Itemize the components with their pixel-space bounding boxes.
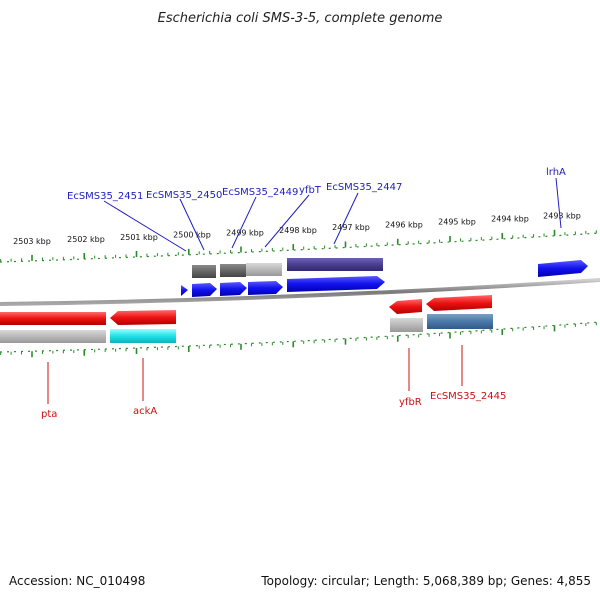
gene-arrow-forward bbox=[538, 260, 588, 277]
gene-label-ecsms35-2445: EcSMS35_2445 bbox=[430, 391, 506, 402]
genome-backbone bbox=[0, 278, 600, 306]
upper-tick-marks bbox=[0, 229, 597, 262]
gene-label-yfbt: yfbT bbox=[299, 185, 322, 196]
reverse-gene-arrows bbox=[0, 295, 492, 325]
forward-feature-blocks bbox=[192, 258, 383, 278]
gene-arrow-reverse bbox=[110, 310, 176, 325]
gene-arrow-reverse bbox=[389, 299, 422, 314]
tick-label: 2494 kbp bbox=[491, 214, 529, 223]
gene-arrow-forward bbox=[220, 282, 247, 296]
tick-label: 2498 kbp bbox=[279, 226, 317, 235]
gene-arrow-forward bbox=[287, 276, 385, 292]
label-leader-line bbox=[264, 194, 310, 248]
gene-label-ecsms35-2450: EcSMS35_2450 bbox=[146, 190, 222, 201]
reverse-feature-blocks bbox=[0, 314, 493, 343]
map-title: Escherichia coli SMS-3-5, complete genom… bbox=[158, 11, 443, 26]
forward-gene-labels: EcSMS35_2451 EcSMS35_2450 EcSMS35_2449 y… bbox=[67, 167, 566, 252]
gene-arrow-forward bbox=[181, 285, 188, 296]
label-leader-line bbox=[333, 192, 359, 245]
lower-tick-marks bbox=[0, 322, 597, 358]
tick-label: 2495 kbp bbox=[438, 218, 476, 227]
upper-tick-track bbox=[0, 232, 600, 263]
gene-label-yfbr: yfbR bbox=[399, 397, 422, 408]
accession-text: Accession: NC_010498 bbox=[9, 574, 145, 588]
gene-label-ecsms35-2449: EcSMS35_2449 bbox=[222, 187, 298, 198]
topology-text: Topology: circular; Length: 5,068,389 bp… bbox=[260, 574, 591, 588]
label-leader-line bbox=[179, 198, 205, 251]
gene-label-acka: ackA bbox=[133, 406, 157, 417]
feature-block bbox=[390, 318, 423, 332]
tick-label: 2503 kbp bbox=[13, 237, 51, 246]
tick-label: 2493 kbp bbox=[543, 211, 581, 220]
gene-arrow-forward bbox=[248, 281, 283, 295]
gene-label-lrha: lrhA bbox=[546, 167, 566, 178]
tick-label: 2496 kbp bbox=[385, 220, 423, 229]
tick-label: 2501 kbp bbox=[120, 233, 158, 242]
feature-block bbox=[0, 330, 106, 343]
gene-arrow-reverse bbox=[426, 295, 492, 311]
feature-block bbox=[110, 329, 176, 343]
tick-label: 2500 kbp bbox=[173, 231, 211, 240]
feature-block bbox=[192, 265, 216, 278]
gene-label-ecsms35-2447: EcSMS35_2447 bbox=[326, 182, 402, 193]
reverse-gene-labels: pta ackA yfbR EcSMS35_2445 bbox=[41, 345, 506, 420]
label-leader-line bbox=[231, 196, 257, 249]
forward-gene-arrows bbox=[181, 260, 588, 297]
gene-label-pta: pta bbox=[41, 409, 57, 420]
gene-label-ecsms35-2451: EcSMS35_2451 bbox=[67, 191, 143, 202]
tick-labels: 2503 kbp 2502 kbp 2501 kbp 2500 kbp 2499 kbp… bbox=[13, 211, 581, 246]
feature-block bbox=[287, 258, 383, 271]
feature-block bbox=[220, 264, 246, 277]
tick-label: 2497 kbp bbox=[332, 223, 370, 232]
gene-arrow-reverse bbox=[0, 312, 106, 325]
feature-block bbox=[246, 263, 282, 276]
tick-label: 2502 kbp bbox=[67, 235, 105, 244]
label-leader-line bbox=[555, 177, 562, 229]
feature-block bbox=[427, 314, 493, 329]
tick-label: 2499 kbp bbox=[226, 228, 264, 237]
label-leader-line bbox=[103, 200, 187, 252]
gene-arrow-forward bbox=[192, 283, 217, 297]
